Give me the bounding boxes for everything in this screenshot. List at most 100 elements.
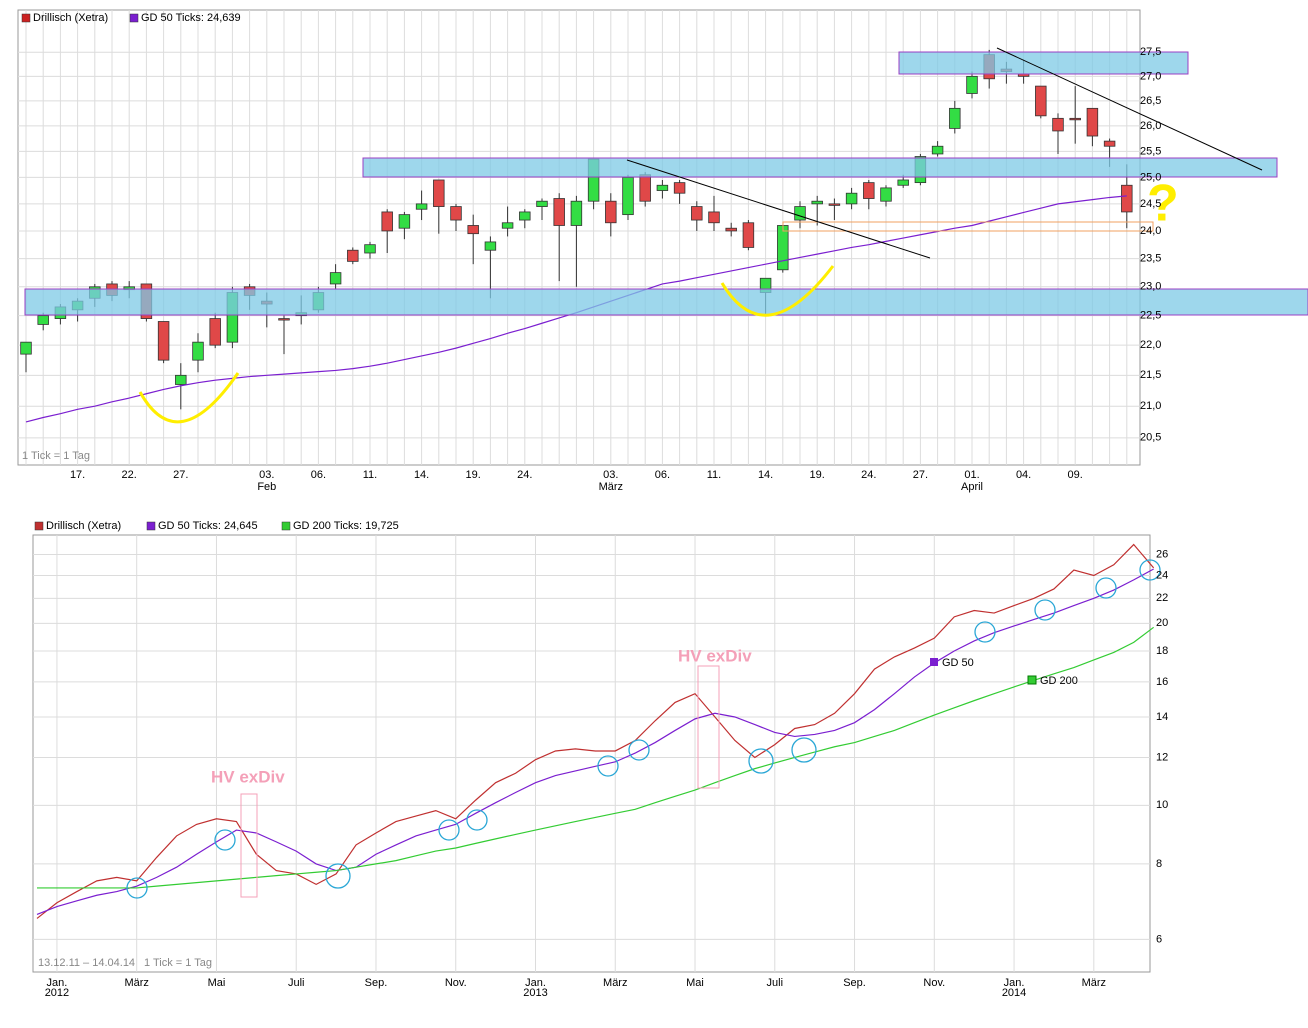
candle-body [433, 179, 445, 207]
y-tick-label: 16 [1156, 676, 1168, 688]
y-tick-label: 24 [1156, 569, 1168, 581]
y-tick-label: 26,5 [1140, 95, 1161, 107]
candle-body [949, 107, 961, 129]
candle-body [467, 225, 479, 235]
x-tick-label: Nov. [445, 977, 467, 989]
x-month-label: März [599, 481, 623, 493]
y-tick-label: 23,5 [1140, 252, 1161, 264]
x-tick-label: 06. [655, 469, 670, 481]
y-tick-label: 24,5 [1140, 198, 1161, 210]
legend-swatch [146, 521, 156, 531]
candle-body [519, 211, 531, 221]
x-tick-label: 14. [414, 469, 429, 481]
x-tick-label: Jan. [47, 977, 68, 989]
x-tick-label: März [124, 977, 148, 989]
top-plot-frame [17, 9, 1141, 466]
candle-body [20, 341, 32, 355]
x-tick-label: Jan. [1004, 977, 1025, 989]
x-tick-label: Mai [686, 977, 704, 989]
candle-body [398, 214, 411, 229]
x-tick-label: 14. [758, 469, 773, 481]
candle-body [415, 203, 428, 210]
x-tick-label: 09. [1068, 469, 1083, 481]
bottom-drawings [126, 559, 1161, 899]
touch-circle [1034, 599, 1056, 621]
y-tick-label: 21,0 [1140, 400, 1161, 412]
series-line [36, 568, 1154, 915]
touch-circle [126, 877, 148, 899]
x-tick-label: März [603, 977, 627, 989]
candle-body [381, 211, 393, 232]
y-tick-label: 21,5 [1140, 369, 1161, 381]
legend-swatch [129, 13, 139, 23]
candle-body [278, 318, 290, 321]
touch-circle [974, 621, 996, 643]
y-tick-label: 14 [1156, 711, 1168, 723]
range-note: 13.12.11 – 14.04.14 [38, 957, 135, 969]
series-line [36, 543, 1155, 919]
top-drawings [24, 47, 1308, 424]
series-line [37, 626, 1155, 889]
candle-body [175, 374, 187, 385]
y-tick-label: 26 [1156, 548, 1168, 560]
gd50-label: GD 50 [942, 657, 974, 669]
legend-label: Drillisch (Xetra) [33, 12, 108, 24]
candle-body [605, 200, 617, 224]
x-tick-label: 06. [311, 469, 326, 481]
x-tick-label: 03. [603, 469, 618, 481]
y-tick-label: 10 [1156, 799, 1168, 811]
candle-body [828, 203, 841, 206]
bottom-marks [36, 543, 1155, 919]
y-tick-label: 22,5 [1140, 310, 1161, 322]
x-tick-label: 17. [70, 469, 85, 481]
touch-circle [466, 809, 488, 831]
x-tick-label: 03. [259, 469, 274, 481]
x-tick-label: 11. [707, 469, 721, 481]
candle-body [570, 200, 583, 226]
candle-body [639, 174, 651, 202]
bottom-curve [138, 372, 240, 424]
candle-body [863, 182, 875, 199]
candle-body [157, 321, 170, 361]
touch-circle [1139, 559, 1161, 581]
candle-body [691, 206, 703, 221]
question-mark: ? [1147, 175, 1179, 233]
x-tick-label: 27. [913, 469, 928, 481]
candle-body [1121, 184, 1133, 213]
candle-body [1035, 85, 1047, 117]
candle-body [673, 182, 686, 194]
candle-body [192, 341, 204, 361]
y-tick-label: 24,0 [1140, 225, 1161, 237]
x-tick-label: Jan. [525, 977, 546, 989]
candle-body [553, 198, 565, 226]
gd200-marker [1027, 675, 1037, 685]
candle-body [1069, 117, 1081, 121]
x-tick-label: März [1082, 977, 1106, 989]
x-tick-label: 22. [122, 469, 137, 481]
touch-circle [748, 748, 774, 774]
x-tick-label: 01. [964, 469, 979, 481]
bottom-plot-frame [32, 534, 1151, 973]
candle-body [37, 315, 49, 325]
trend-line [626, 159, 931, 259]
y-tick-label: 18 [1156, 645, 1168, 657]
candle-body [708, 211, 720, 224]
touch-circle [628, 739, 650, 761]
x-year-label: 2012 [45, 987, 69, 999]
legend-label: GD 50 Ticks: 24,639 [141, 12, 241, 24]
legend-label: GD 200 Ticks: 19,725 [293, 520, 399, 532]
resistance-zone [898, 51, 1189, 75]
y-tick-label: 22 [1156, 592, 1168, 604]
legend-label: Drillisch (Xetra) [46, 520, 121, 532]
x-year-label: 2013 [523, 987, 547, 999]
touch-circle [791, 737, 817, 763]
x-tick-label: Juli [288, 977, 305, 989]
candle-body [656, 184, 669, 191]
candle-body [725, 227, 737, 232]
tick-note: 1 Tick = 1 Tag [22, 450, 90, 462]
x-month-label: April [961, 481, 983, 493]
touch-circle [214, 829, 236, 851]
trend-line [996, 47, 1263, 171]
x-tick-label: 27. [173, 469, 188, 481]
candle-body [742, 222, 755, 248]
